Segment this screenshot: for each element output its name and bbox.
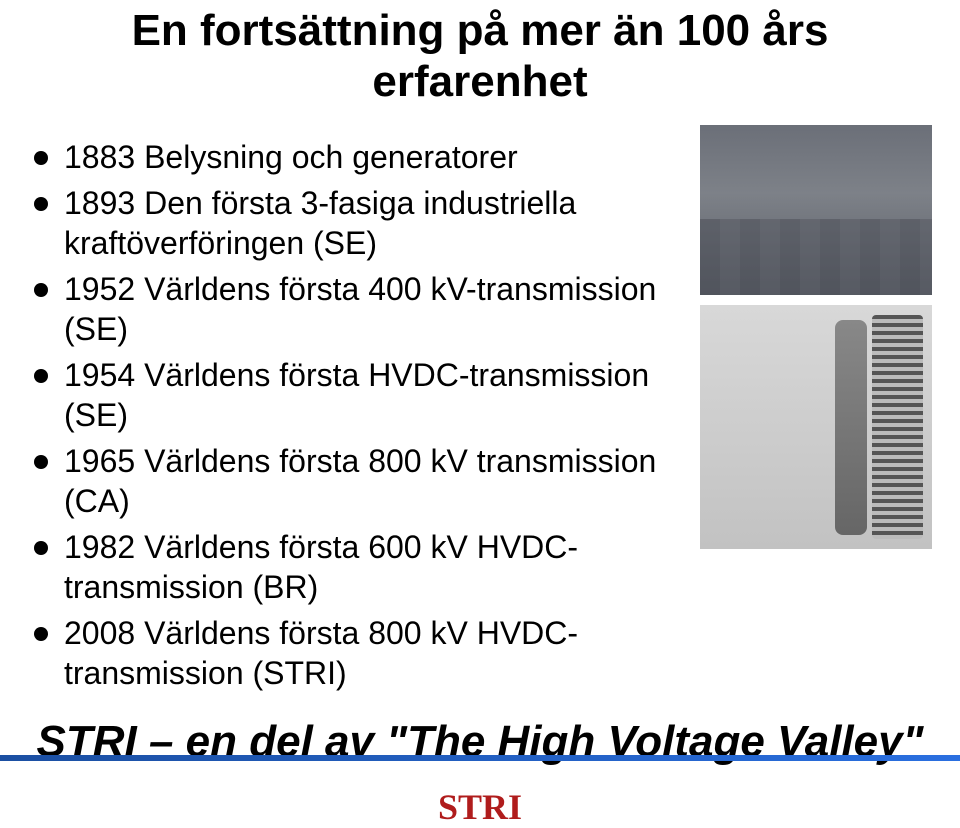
list-item: 1965 Världens första 800 kV transmission… [28, 441, 692, 521]
bullet-text: 1893 Den första 3-fasiga industriella kr… [64, 183, 692, 263]
stri-logo: STRI [438, 786, 522, 828]
image-column [700, 125, 932, 699]
bullet-text: 1954 Världens första HVDC-transmission (… [64, 355, 692, 435]
bullet-text: 1952 Världens första 400 kV-transmission… [64, 269, 692, 349]
bullet-text: 1883 Belysning och generatorer [64, 137, 518, 177]
list-item: 1883 Belysning och generatorer [28, 137, 692, 177]
equipment-photo [700, 305, 932, 549]
bullet-text: 1965 Världens första 800 kV transmission… [64, 441, 692, 521]
logo-wrap: STRI [0, 786, 960, 828]
bullet-icon [34, 283, 48, 297]
content-row: 1883 Belysning och generatorer 1893 Den … [0, 125, 960, 699]
bullet-text: 1982 Världens första 600 kV HVDC-transmi… [64, 527, 692, 607]
bullet-icon [34, 541, 48, 555]
bullet-list: 1883 Belysning och generatorer 1893 Den … [28, 125, 692, 699]
list-item: 1982 Världens första 600 kV HVDC-transmi… [28, 527, 692, 607]
slide-title: En fortsättning på mer än 100 års erfare… [0, 6, 960, 107]
slide: En fortsättning på mer än 100 års erfare… [0, 6, 960, 783]
bullet-icon [34, 151, 48, 165]
list-item: 1893 Den första 3-fasiga industriella kr… [28, 183, 692, 263]
bullet-icon [34, 369, 48, 383]
bullet-icon [34, 197, 48, 211]
bullet-text: 2008 Världens första 800 kV HVDC-transmi… [64, 613, 692, 693]
list-item: 1952 Världens första 400 kV-transmission… [28, 269, 692, 349]
list-item: 1954 Världens första HVDC-transmission (… [28, 355, 692, 435]
bullet-icon [34, 627, 48, 641]
list-item: 2008 Världens första 800 kV HVDC-transmi… [28, 613, 692, 693]
footer-bar [0, 755, 960, 761]
historic-photo [700, 125, 932, 295]
bullet-icon [34, 455, 48, 469]
